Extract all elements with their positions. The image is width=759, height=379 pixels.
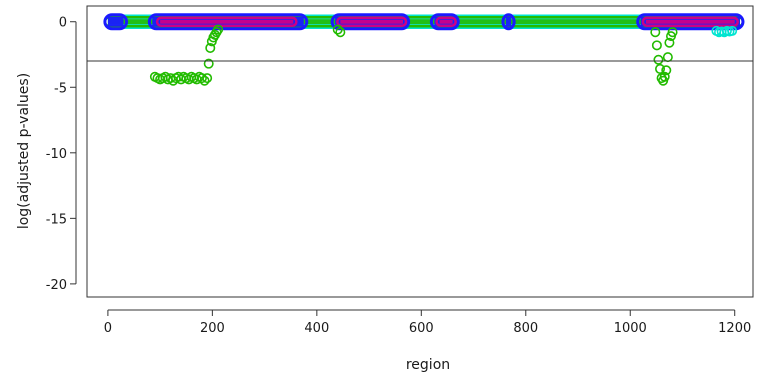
baseline-band — [336, 16, 408, 27]
series-0-point — [662, 52, 673, 63]
baseline-band — [501, 13, 516, 31]
series-0-point — [667, 27, 678, 38]
x-tick-label: 800 — [513, 321, 538, 336]
series-0-point — [664, 37, 675, 48]
series-0-point — [659, 71, 670, 82]
baseline-band — [147, 13, 309, 31]
baseline-band — [155, 16, 298, 27]
series-0-point — [653, 54, 664, 65]
baseline-band — [641, 16, 739, 27]
series-0-point — [202, 73, 213, 84]
y-tick-label: 0 — [59, 16, 67, 31]
series-0-point — [655, 63, 666, 74]
x-tick-label: 200 — [200, 321, 225, 336]
baseline-band — [429, 13, 460, 31]
series-0-point — [650, 27, 661, 38]
series-0-point — [196, 73, 207, 84]
baseline-fill — [160, 19, 294, 24]
y-tick-label: -15 — [46, 212, 67, 227]
baseline-fill — [439, 19, 453, 24]
y-axis-label: log(adjusted p-values) — [16, 73, 32, 229]
x-tick-label: 1200 — [718, 321, 751, 336]
baseline-fill — [340, 19, 404, 24]
series-0-point — [160, 71, 171, 82]
series-0-point — [332, 24, 343, 35]
baseline-band — [435, 16, 457, 27]
baseline-fill — [107, 19, 740, 25]
x-tick-label: 0 — [104, 321, 112, 336]
series-1-point — [727, 25, 738, 36]
baseline-band — [103, 13, 129, 31]
series-0-point — [199, 75, 210, 86]
axes-layer: 0 200 400 600 800 1000 1200 0 -5 -10 -15 -20 — [46, 16, 751, 336]
baseline-band — [636, 13, 745, 31]
series-0-point — [335, 27, 346, 38]
series-0-point — [661, 65, 672, 76]
y-tick-label: -10 — [46, 147, 67, 162]
series-0-point — [203, 58, 214, 69]
baseline-fill — [505, 16, 512, 27]
baseline-fill — [645, 19, 735, 24]
x-tick-label: 600 — [409, 321, 434, 336]
series-0-point — [651, 40, 662, 51]
baseline-fill — [107, 16, 124, 27]
marks-layer — [87, 13, 753, 86]
series-0-point — [213, 24, 224, 35]
series-0-point — [205, 42, 216, 53]
baseline-band — [330, 13, 411, 31]
y-tick-label: -5 — [54, 81, 67, 96]
x-tick-label: 1000 — [614, 321, 647, 336]
plot-frame — [86, 5, 754, 298]
x-tick-label: 400 — [304, 321, 329, 336]
x-axis-label: region — [406, 357, 450, 373]
y-tick-label: -20 — [46, 278, 67, 293]
